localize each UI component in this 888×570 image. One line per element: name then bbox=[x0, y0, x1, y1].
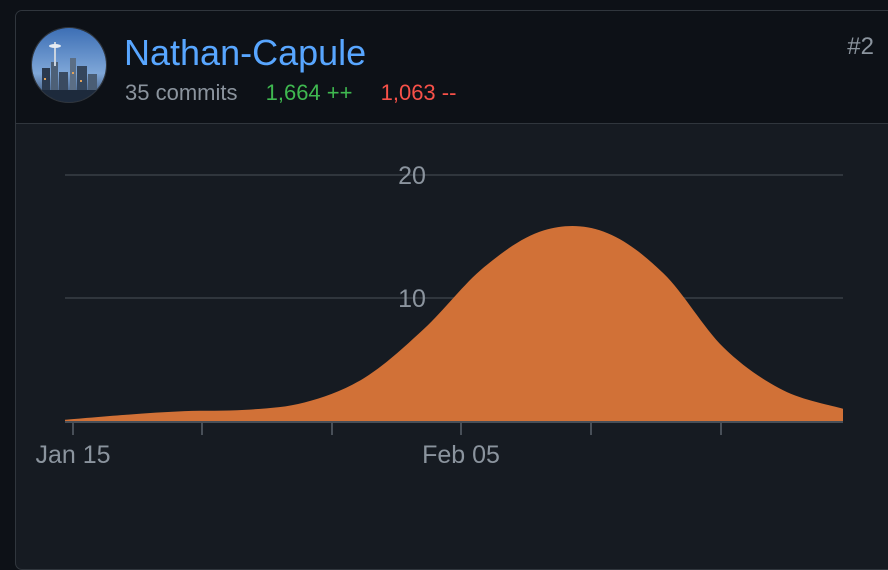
x-tick-label: Jan 15 bbox=[35, 441, 110, 469]
y-tick-label: 20 bbox=[398, 162, 426, 190]
additions-count: 1,664 ++ bbox=[265, 80, 353, 105]
contributor-card: Nathan-Capule 35 commits 1,664 ++ 1,063 … bbox=[15, 10, 888, 570]
chart-grid: 10 20 bbox=[65, 162, 843, 313]
chart-x-axis bbox=[65, 421, 843, 435]
commit-count[interactable]: 35 commits bbox=[125, 80, 238, 105]
contribution-stats: 35 commits 1,664 ++ 1,063 -- bbox=[125, 79, 478, 107]
contributor-rank: #2 bbox=[847, 33, 874, 60]
deletions-count: 1,063 -- bbox=[380, 80, 457, 105]
commit-area-series bbox=[65, 226, 843, 421]
y-tick-label: 10 bbox=[398, 285, 426, 313]
avatar[interactable] bbox=[31, 27, 107, 103]
chart-tick-labels: Jan 15 Feb 05 bbox=[35, 441, 499, 469]
contributor-header: Nathan-Capule 35 commits 1,664 ++ 1,063 … bbox=[16, 11, 888, 124]
username-link[interactable]: Nathan-Capule bbox=[124, 32, 367, 73]
contribution-chart: 10 20 Jan 15 Feb 05 bbox=[35, 162, 843, 469]
x-tick-label: Feb 05 bbox=[422, 441, 500, 469]
city-skyline-avatar-icon bbox=[32, 28, 106, 102]
